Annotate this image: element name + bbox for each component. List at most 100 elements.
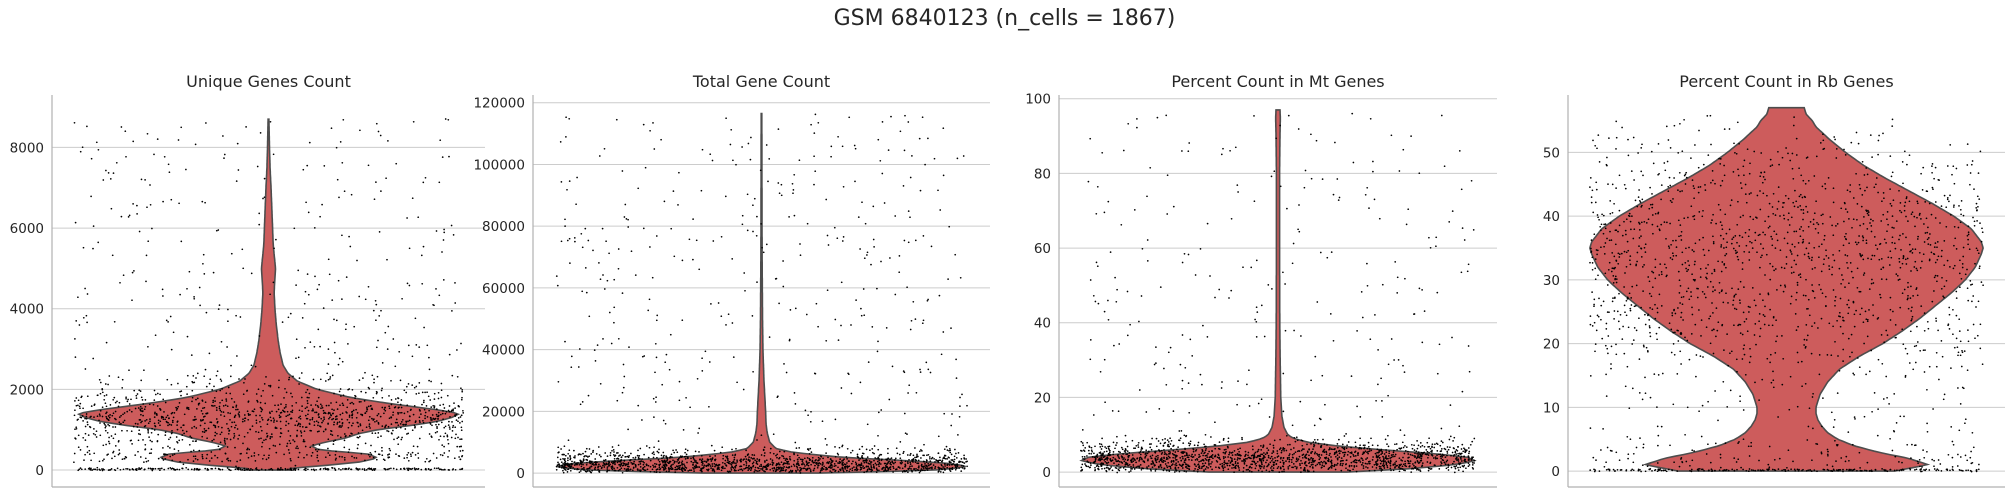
data-point bbox=[1446, 450, 1449, 453]
data-point bbox=[724, 195, 727, 198]
data-point bbox=[721, 446, 724, 449]
y-tick-label: 20 bbox=[1034, 390, 1051, 406]
data-point bbox=[798, 447, 801, 449]
data-point bbox=[371, 417, 373, 420]
data-point bbox=[957, 434, 959, 436]
data-point bbox=[453, 402, 455, 404]
data-point bbox=[414, 426, 416, 429]
data-point bbox=[213, 438, 215, 441]
data-point bbox=[1109, 251, 1112, 253]
data-point bbox=[557, 446, 560, 449]
data-point bbox=[815, 302, 818, 305]
data-point bbox=[178, 468, 181, 471]
data-point bbox=[1329, 452, 1331, 455]
data-point bbox=[107, 419, 110, 422]
data-point bbox=[598, 155, 601, 157]
data-point bbox=[335, 146, 338, 149]
data-point bbox=[929, 460, 932, 462]
data-point bbox=[1254, 467, 1257, 470]
data-point bbox=[74, 338, 76, 340]
data-point bbox=[859, 381, 862, 384]
data-point bbox=[1357, 454, 1359, 456]
data-point bbox=[1384, 460, 1386, 462]
data-point bbox=[149, 467, 152, 470]
data-point bbox=[876, 468, 878, 471]
data-point bbox=[227, 427, 230, 430]
data-point bbox=[1403, 434, 1406, 437]
data-point bbox=[1346, 444, 1348, 447]
data-point bbox=[1417, 451, 1420, 453]
data-point bbox=[235, 406, 238, 408]
data-point bbox=[1247, 456, 1250, 459]
data-point bbox=[1223, 448, 1226, 451]
data-point bbox=[1290, 458, 1293, 461]
data-point bbox=[201, 455, 204, 458]
data-point bbox=[290, 459, 292, 462]
data-point bbox=[169, 447, 171, 449]
data-point bbox=[108, 375, 111, 377]
data-point bbox=[166, 414, 169, 417]
data-point bbox=[250, 467, 252, 470]
data-point bbox=[412, 413, 415, 416]
jitter-points bbox=[555, 113, 968, 474]
data-point bbox=[598, 469, 601, 472]
data-point bbox=[99, 392, 102, 395]
data-point bbox=[164, 434, 167, 436]
data-point bbox=[377, 130, 380, 133]
data-point bbox=[760, 463, 762, 466]
data-point bbox=[257, 431, 260, 434]
data-point bbox=[84, 417, 86, 420]
data-point bbox=[1345, 433, 1347, 435]
data-point bbox=[908, 384, 911, 387]
data-point bbox=[836, 452, 839, 455]
data-point bbox=[726, 461, 729, 464]
data-point bbox=[1112, 451, 1115, 453]
data-point bbox=[829, 470, 832, 472]
data-point bbox=[769, 447, 772, 450]
data-point bbox=[215, 374, 218, 377]
data-point bbox=[303, 440, 306, 443]
data-point bbox=[1150, 443, 1152, 445]
data-point bbox=[214, 454, 216, 457]
data-point bbox=[84, 453, 86, 456]
data-point bbox=[763, 454, 766, 457]
data-point bbox=[597, 465, 600, 468]
data-point bbox=[303, 430, 306, 433]
data-point bbox=[1401, 468, 1404, 470]
data-point bbox=[125, 396, 127, 399]
data-point bbox=[619, 461, 622, 463]
data-point bbox=[372, 396, 375, 399]
data-point bbox=[304, 469, 307, 472]
data-point bbox=[887, 452, 889, 455]
data-point bbox=[799, 472, 802, 474]
data-point bbox=[1402, 463, 1405, 466]
data-point bbox=[735, 469, 737, 472]
data-point bbox=[407, 420, 409, 423]
data-point bbox=[406, 456, 408, 459]
data-point bbox=[1212, 457, 1214, 460]
data-point bbox=[868, 463, 871, 465]
data-point bbox=[143, 461, 145, 463]
data-point bbox=[301, 317, 304, 319]
data-point bbox=[178, 202, 180, 205]
data-point bbox=[108, 424, 111, 427]
data-point bbox=[1137, 446, 1140, 448]
data-point bbox=[697, 432, 699, 434]
data-point bbox=[407, 469, 410, 472]
data-point bbox=[950, 461, 952, 464]
data-point bbox=[128, 403, 131, 405]
data-point bbox=[319, 378, 322, 381]
data-point bbox=[799, 243, 801, 245]
data-point bbox=[418, 346, 421, 348]
data-point bbox=[190, 450, 192, 453]
data-point bbox=[1105, 447, 1108, 450]
data-point bbox=[613, 467, 615, 470]
data-point bbox=[958, 415, 961, 418]
data-point bbox=[761, 467, 764, 469]
data-point bbox=[223, 437, 226, 440]
data-point bbox=[455, 433, 457, 436]
data-point bbox=[121, 387, 124, 389]
data-point bbox=[416, 445, 419, 448]
data-point bbox=[639, 457, 641, 460]
data-point bbox=[381, 396, 384, 399]
